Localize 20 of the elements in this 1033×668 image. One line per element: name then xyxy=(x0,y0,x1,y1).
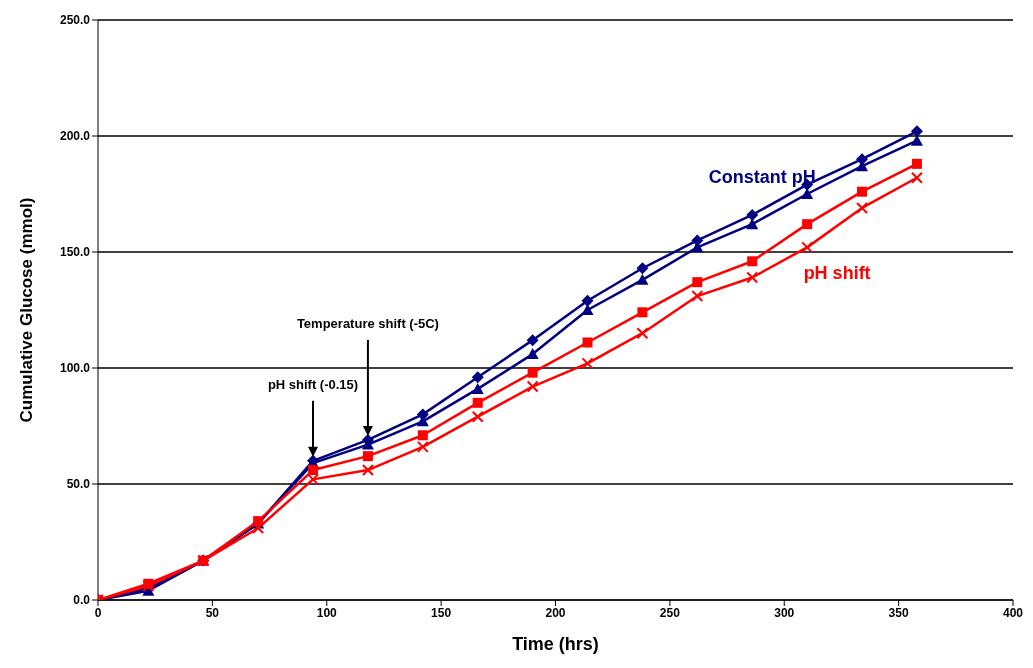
x-axis-title: Time (hrs) xyxy=(512,634,599,654)
y-tick-label: 250.0 xyxy=(59,13,91,28)
y-tick-label: 100.0 xyxy=(59,361,91,376)
annotation: Temperature shift (-5C) xyxy=(296,315,439,331)
y-tick-label: 200.0 xyxy=(59,129,91,144)
x-tick-label: 50 xyxy=(205,605,220,620)
x-tick-label: 0 xyxy=(94,605,102,620)
x-tick-label: 150 xyxy=(431,605,452,620)
x-tick-label: 100 xyxy=(316,605,338,620)
x-tick-label: 400 xyxy=(1002,605,1024,620)
annotation: pH shift (-0.15) xyxy=(267,376,359,392)
x-tick-label: 250 xyxy=(659,605,681,620)
x-tick-label: 350 xyxy=(888,605,909,620)
y-tick-label: 150.0 xyxy=(59,245,91,260)
series-label: pH shift xyxy=(803,263,871,284)
y-tick-label: 0.0 xyxy=(73,593,91,608)
y-tick-label: 50.0 xyxy=(66,477,91,492)
x-tick-label: 300 xyxy=(774,605,795,620)
y-axis-title: Cumulative Glucose (mmol) xyxy=(17,197,37,423)
x-tick-label: 200 xyxy=(545,605,566,620)
